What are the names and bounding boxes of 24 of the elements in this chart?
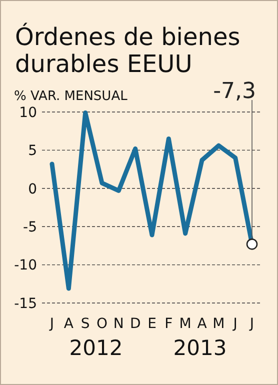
y-tick-label: 0 <box>28 181 37 198</box>
x-tick-label: J <box>248 316 254 332</box>
text: 2013 <box>173 336 227 360</box>
y-tick-label: 10 <box>19 104 37 121</box>
text: 2012 <box>69 336 123 360</box>
x-tick-label: N <box>113 316 124 332</box>
x-tick-label: E <box>148 316 156 332</box>
x-tick-label: O <box>96 316 108 332</box>
y-tick-label: 5 <box>28 143 37 160</box>
y-tick-label: -5 <box>23 220 37 236</box>
y-tick-label: -15 <box>14 296 37 312</box>
x-tick-label: M <box>212 316 225 332</box>
x-tick-label: A <box>64 316 74 332</box>
x-tick-label: M <box>179 316 192 332</box>
x-tick-label: F <box>164 316 173 332</box>
x-tick-label: D <box>130 316 141 332</box>
data-label: -7,3 <box>213 79 256 104</box>
y-tick-label: -10 <box>14 258 37 274</box>
x-tick-label: J <box>48 316 54 332</box>
x-tick-label: A <box>197 316 208 332</box>
x-tick-label: J <box>232 316 238 332</box>
chart-subtitle: % VAR. MENSUAL <box>14 89 128 104</box>
x-tick-label: S <box>80 316 90 332</box>
chart-title: Órdenes de bienes durables EEUU <box>15 22 240 78</box>
